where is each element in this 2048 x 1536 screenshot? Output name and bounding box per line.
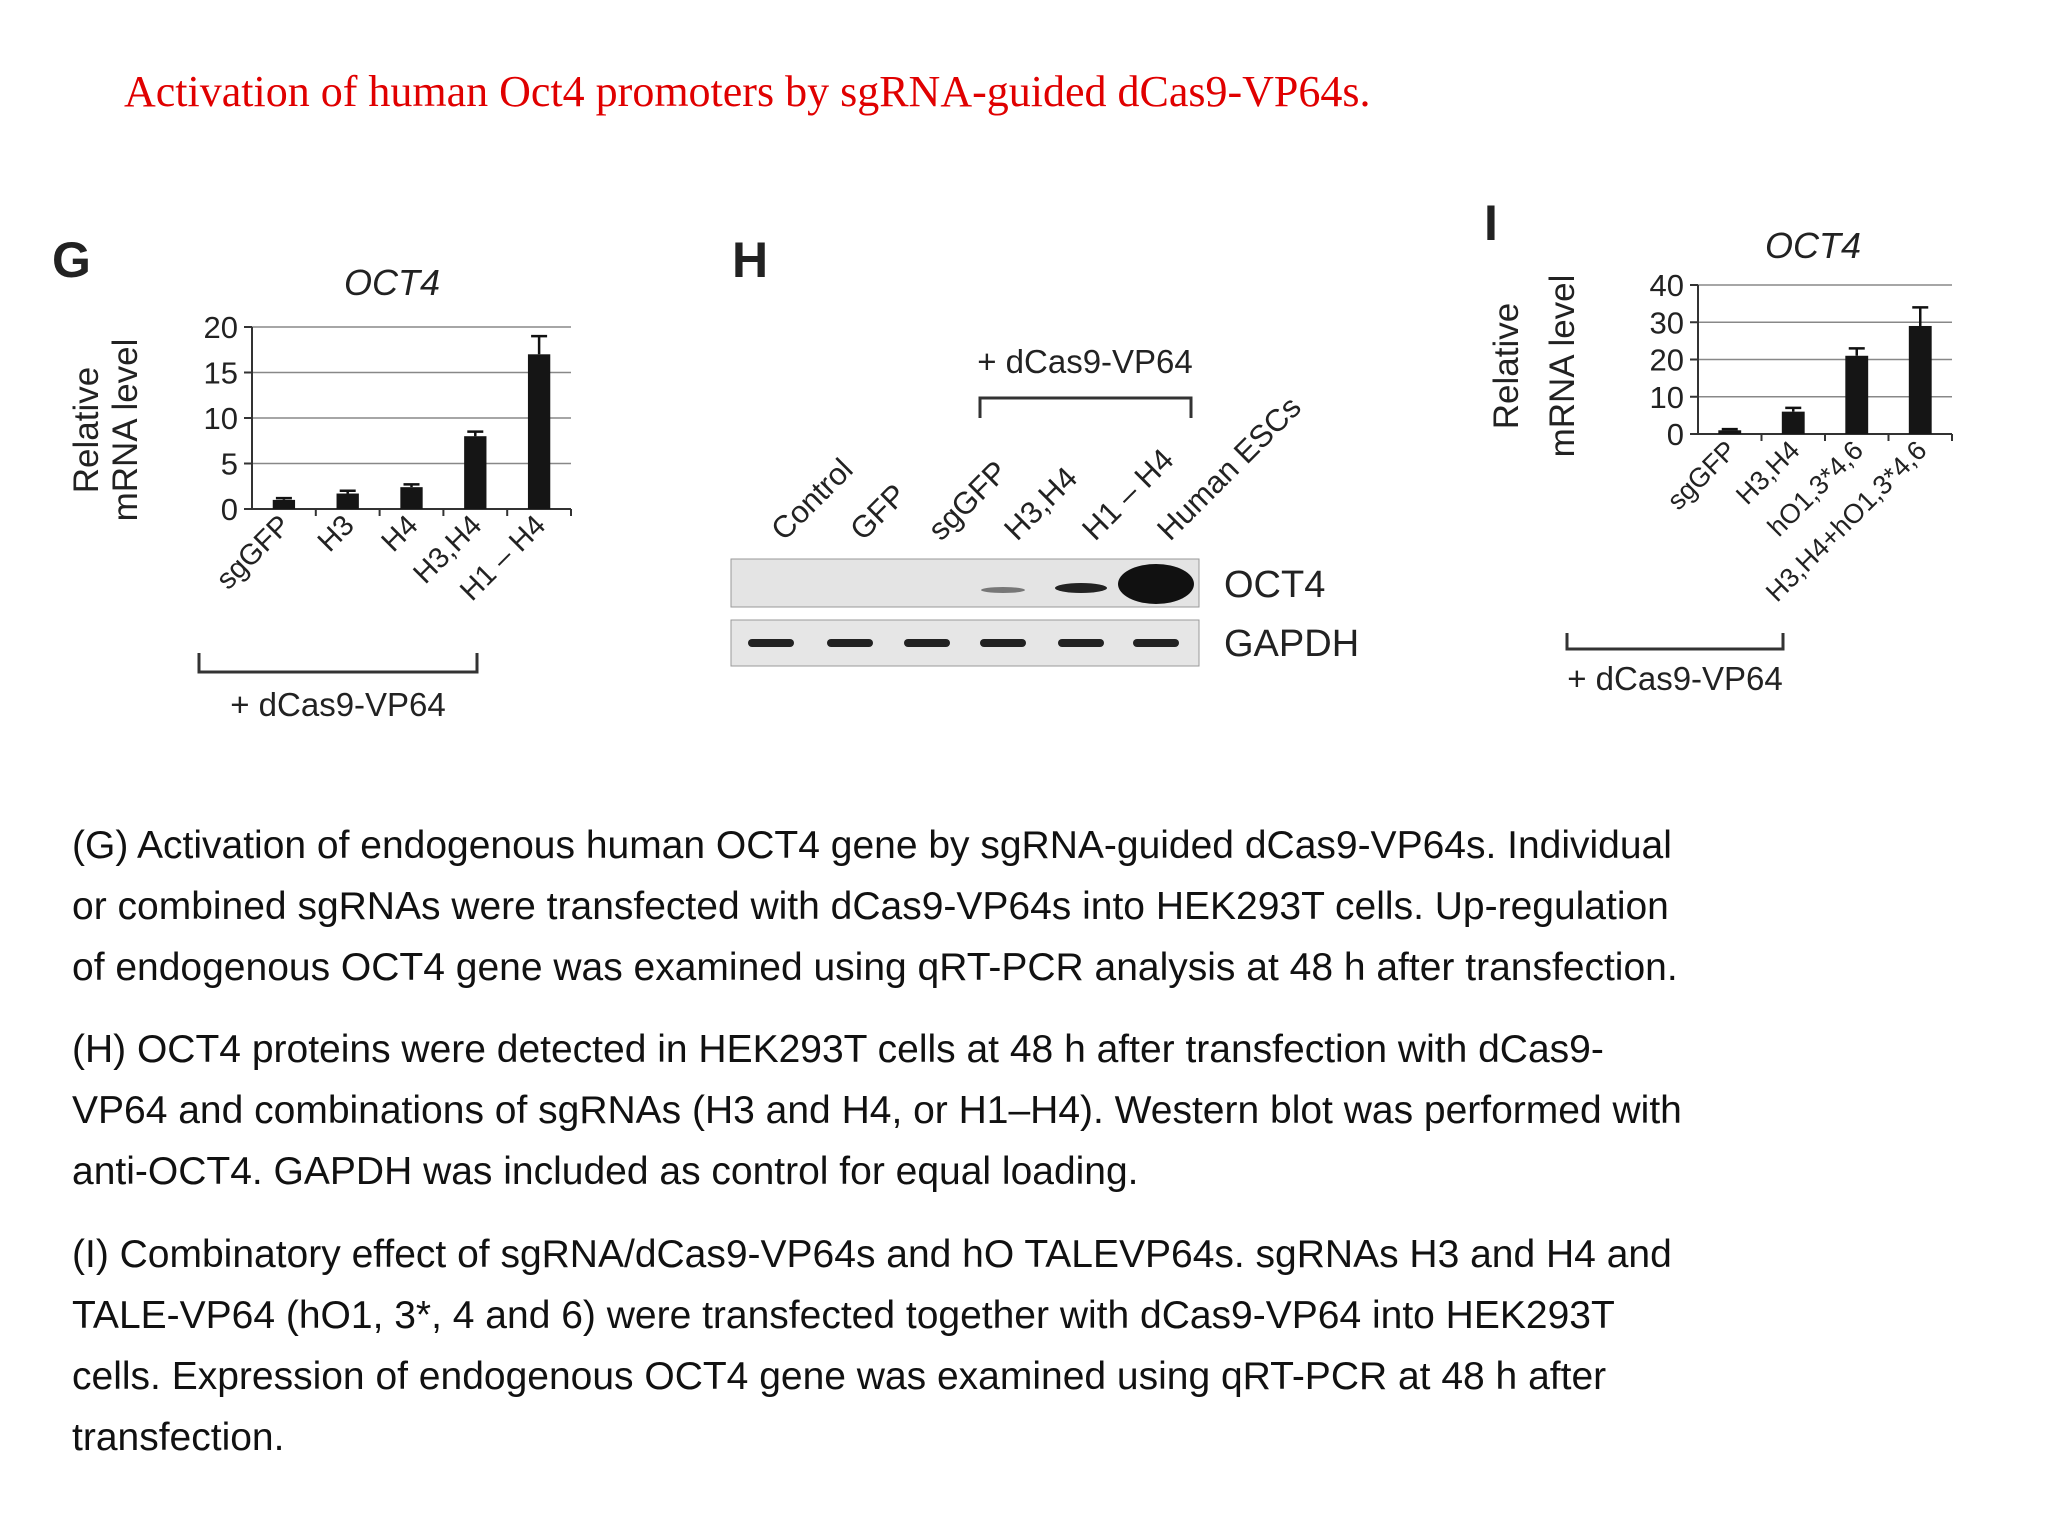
y-tick-label: 15 bbox=[204, 356, 238, 391]
bracket bbox=[1565, 633, 1785, 651]
bar bbox=[527, 354, 551, 509]
blot-strip bbox=[730, 619, 1200, 667]
chart-title: OCT4 bbox=[344, 262, 440, 303]
y-tick-label: 10 bbox=[204, 401, 238, 436]
caption-line: cells. Expression of endogenous OCT4 gen… bbox=[72, 1355, 1607, 1398]
bracket-label: + dCas9-VP64 bbox=[977, 343, 1193, 380]
panel-label: H bbox=[732, 232, 768, 288]
panel-label: I bbox=[1484, 195, 1498, 251]
bar bbox=[272, 499, 296, 509]
band-label: OCT4 bbox=[1224, 564, 1325, 606]
error-bar bbox=[1848, 347, 1865, 356]
error-bar bbox=[1721, 427, 1738, 431]
gapdh-bands bbox=[748, 639, 1179, 647]
caption-line: TALE-VP64 (hO1, 3*, 4 and 6) were transf… bbox=[72, 1294, 1615, 1337]
caption: (I) Combinatory effect of sgRNA/dCas9-VP… bbox=[72, 1224, 1672, 1468]
bracket-label: + dCas9-VP64 bbox=[230, 686, 446, 723]
caption-line: of endogenous OCT4 gene was examined usi… bbox=[72, 946, 1678, 989]
caption-line: (G) Activation of endogenous human OCT4 … bbox=[72, 824, 1672, 867]
error-bar bbox=[339, 489, 356, 494]
bracket-label: + dCas9-VP64 bbox=[1567, 660, 1783, 697]
bar bbox=[464, 436, 487, 509]
band-label: GAPDH bbox=[1224, 623, 1359, 665]
y-tick-label: 30 bbox=[1650, 305, 1684, 340]
blot-band bbox=[981, 587, 1025, 593]
blot-band bbox=[980, 639, 1026, 647]
lane-labels: Control GFP sgGFP H3,H4 H1 – H4 Human ES… bbox=[764, 389, 1308, 547]
bar bbox=[336, 493, 359, 509]
y-axis-label: mRNA level bbox=[106, 339, 145, 522]
y-axis-label: Relative bbox=[1487, 303, 1526, 429]
y-tick-label: 0 bbox=[1667, 417, 1684, 452]
y-tick-label: 40 bbox=[1650, 268, 1684, 303]
lane-label: GFP bbox=[843, 477, 913, 547]
bracket bbox=[978, 396, 1193, 418]
bar bbox=[1908, 325, 1932, 434]
bar bbox=[400, 487, 423, 509]
bar bbox=[1718, 430, 1742, 434]
error-bar bbox=[1912, 306, 1929, 326]
y-axis-label: mRNA level bbox=[1543, 275, 1582, 458]
x-tick-label: H4 bbox=[376, 509, 425, 558]
bracket bbox=[197, 653, 479, 674]
blot-band bbox=[1055, 583, 1107, 593]
y-tick-label: 0 bbox=[221, 492, 238, 527]
blot-band bbox=[1118, 564, 1194, 604]
caption-line: anti-OCT4. GAPDH was included as control… bbox=[72, 1150, 1139, 1193]
bar bbox=[1781, 411, 1805, 434]
y-tick-label: 20 bbox=[1650, 343, 1684, 378]
chart-title: OCT4 bbox=[1765, 225, 1861, 266]
error-bar bbox=[531, 334, 548, 355]
caption: (G) Activation of endogenous human OCT4 … bbox=[72, 815, 1678, 998]
blot-band bbox=[1133, 639, 1179, 647]
panel-label: G bbox=[52, 232, 91, 288]
y-axis-label: Relative bbox=[67, 367, 106, 493]
caption-line: VP64 and combinations of sgRNAs (H3 and … bbox=[72, 1089, 1682, 1132]
caption-line: or combined sgRNAs were transfected with… bbox=[72, 885, 1669, 928]
blot-band bbox=[748, 639, 794, 647]
caption-line: transfection. bbox=[72, 1416, 285, 1459]
lane-label: Control bbox=[764, 452, 859, 547]
x-tick-label: H3 bbox=[312, 509, 361, 558]
error-bar bbox=[275, 496, 292, 500]
lane-label: H3,H4 bbox=[997, 460, 1084, 547]
blot-band bbox=[827, 639, 873, 647]
y-tick-label: 10 bbox=[1650, 380, 1684, 415]
y-tick-label: 20 bbox=[204, 310, 238, 345]
bar bbox=[1845, 355, 1869, 434]
error-bar bbox=[467, 430, 484, 437]
caption-line: (H) OCT4 proteins were detected in HEK29… bbox=[72, 1028, 1604, 1071]
caption: (H) OCT4 proteins were detected in HEK29… bbox=[72, 1019, 1682, 1202]
blot-band bbox=[904, 639, 950, 647]
error-bar bbox=[1785, 406, 1802, 412]
y-tick-label: 5 bbox=[221, 447, 238, 482]
slide-title: Activation of human Oct4 promoters by sg… bbox=[124, 67, 1371, 116]
error-bar bbox=[403, 483, 420, 488]
lane-label: sgGFP bbox=[921, 454, 1014, 547]
caption-line: (I) Combinatory effect of sgRNA/dCas9-VP… bbox=[72, 1233, 1672, 1276]
blot-band bbox=[1058, 639, 1104, 647]
